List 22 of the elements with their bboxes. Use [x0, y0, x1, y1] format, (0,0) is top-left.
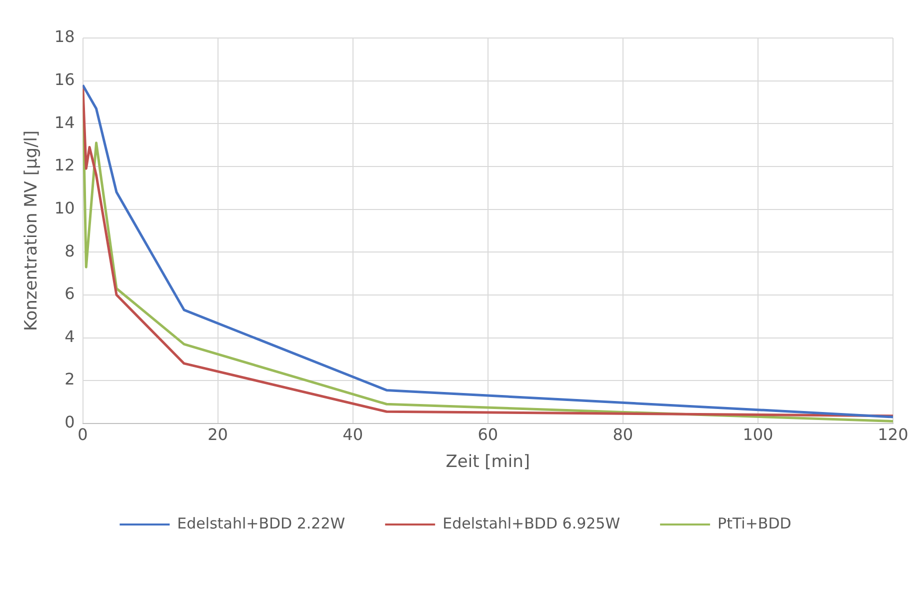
y-tick-label: 14 [54, 112, 75, 132]
legend-label: PtTi+BDD [718, 514, 792, 532]
x-axis-title: Zeit [min] [446, 452, 530, 472]
y-tick-label: 18 [54, 27, 75, 46]
legend-label: Edelstahl+BDD 6.925W [442, 514, 620, 532]
y-tick-label: 2 [64, 370, 75, 389]
y-tick-label: 6 [64, 284, 75, 304]
x-tick-label: 40 [342, 425, 364, 444]
y-tick-label: 4 [64, 326, 75, 346]
y-tick-label: 0 [64, 412, 75, 432]
x-tick-label: 80 [612, 425, 634, 444]
x-tick-label: 0 [78, 425, 88, 444]
y-tick-label: 16 [54, 70, 75, 89]
legend-label: Edelstahl+BDD 2.22W [177, 514, 346, 532]
x-tick-label: 120 [878, 425, 908, 444]
x-tick-label: 100 [742, 425, 774, 444]
x-tick-label: 20 [208, 425, 228, 444]
y-tick-label: 8 [64, 241, 75, 260]
y-axis-title: Konzentration MV [µg/l] [22, 130, 42, 332]
y-tick-label: 10 [54, 198, 75, 218]
y-tick-label: 12 [54, 156, 75, 175]
x-tick-label: 60 [478, 425, 498, 444]
